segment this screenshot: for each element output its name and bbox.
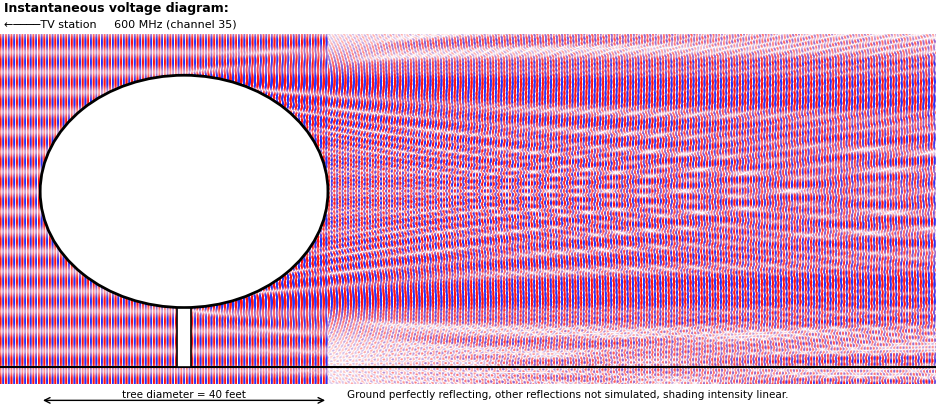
Bar (177, 307, 191, 367)
Text: tree diameter = 40 feet: tree diameter = 40 feet (122, 390, 246, 400)
Text: Ground perfectly reflecting, other reflections not simulated, shading intensity : Ground perfectly reflecting, other refle… (346, 390, 787, 400)
Ellipse shape (40, 75, 328, 307)
Text: Instantaneous voltage diagram:: Instantaneous voltage diagram: (4, 2, 228, 15)
Text: ←────TV station     600 MHz (channel 35): ←────TV station 600 MHz (channel 35) (4, 20, 236, 30)
